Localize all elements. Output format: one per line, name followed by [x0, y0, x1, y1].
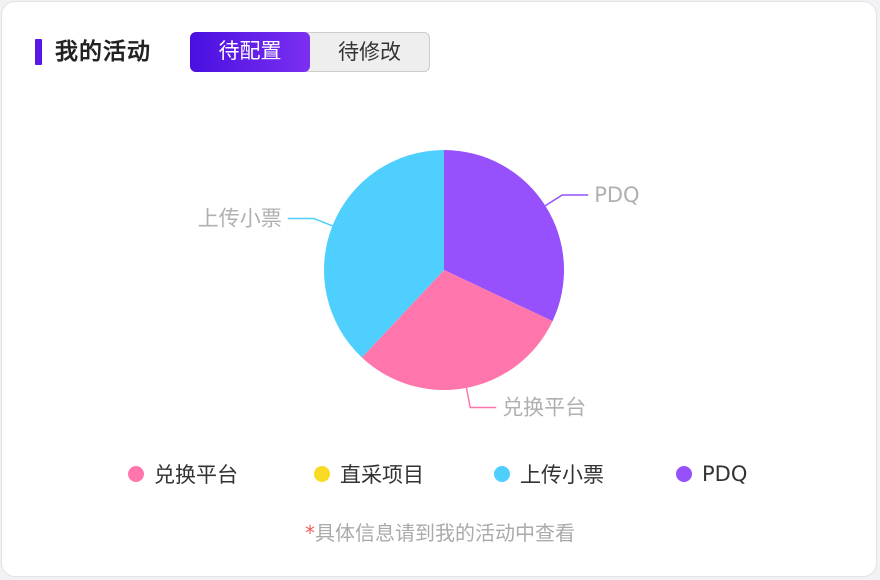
status-tabs: 待配置 待修改	[190, 32, 430, 72]
legend-dot-exchange	[128, 466, 144, 482]
legend-label-pdq: PDQ	[702, 462, 748, 486]
pie-slice-exchange[interactable]	[361, 270, 553, 391]
title-accent-bar	[35, 39, 42, 65]
pie-slice-pdq[interactable]	[444, 150, 564, 322]
tab-pending-edit[interactable]: 待修改	[304, 32, 430, 72]
page-title: 我的活动	[55, 39, 151, 65]
slice-label-exchange: 兑换平台	[502, 396, 586, 420]
legend-item-direct[interactable]: 直采项目	[314, 457, 424, 491]
leader-line-exchange	[465, 387, 497, 409]
legend-label-exchange: 兑换平台	[154, 463, 238, 487]
legend-item-receipt[interactable]: 上传小票	[494, 457, 604, 491]
legend-dot-direct	[314, 466, 330, 482]
legend-dot-receipt	[494, 466, 510, 482]
pie-slice-receipt[interactable]	[323, 149, 444, 358]
footnote-text: 具体信息请到我的活动中查看	[315, 521, 575, 545]
legend-label-direct: 直采项目	[340, 463, 424, 487]
legend-item-exchange[interactable]: 兑换平台	[128, 457, 238, 491]
leader-line-receipt	[287, 217, 333, 227]
legend-item-pdq[interactable]: PDQ	[676, 457, 747, 491]
tab-pending-config[interactable]: 待配置	[190, 32, 310, 72]
footnote-star: *	[305, 521, 315, 545]
slice-label-receipt: 上传小票	[198, 207, 282, 231]
chart-legend: 兑换平台 直采项目 上传小票 PDQ	[0, 457, 880, 491]
slice-label-pdq: PDQ	[594, 183, 639, 207]
legend-label-receipt: 上传小票	[520, 463, 604, 487]
footnote: *具体信息请到我的活动中查看	[0, 518, 880, 548]
legend-dot-pdq	[676, 466, 692, 482]
leader-line-pdq	[544, 194, 589, 207]
